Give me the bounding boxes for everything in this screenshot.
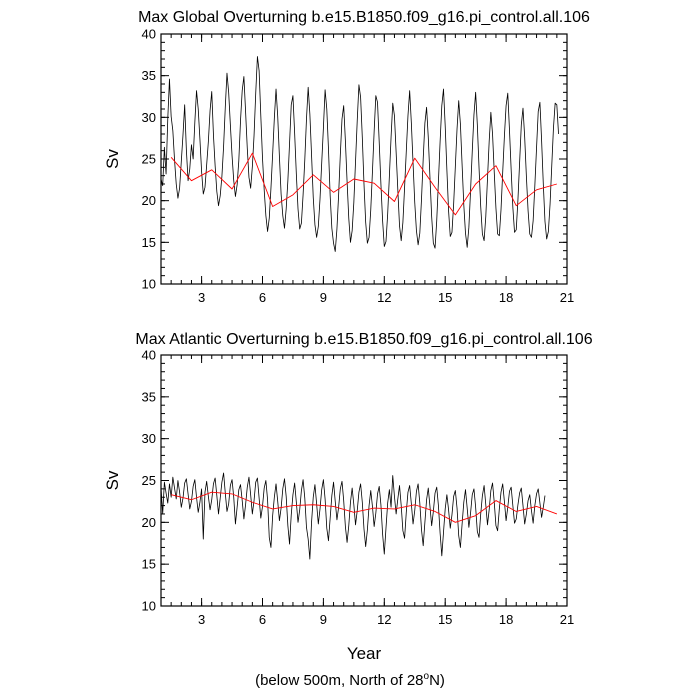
footnote-superscript: o bbox=[424, 671, 430, 682]
x-tick-label: 21 bbox=[560, 290, 574, 305]
x-tick-label: 18 bbox=[499, 612, 513, 627]
y-tick-label: 25 bbox=[142, 473, 156, 488]
chart-title: Max Atlantic Overturning b.e15.B1850.f09… bbox=[135, 331, 592, 348]
footnote-prefix: (below 500m, North of 28 bbox=[255, 672, 423, 689]
x-tick-label: 12 bbox=[377, 612, 391, 627]
y-tick-label: 10 bbox=[142, 599, 156, 614]
y-tick-label: 20 bbox=[142, 515, 156, 530]
x-tick-label: 6 bbox=[259, 290, 266, 305]
plot-frame bbox=[160, 354, 568, 607]
y-tick-label: 35 bbox=[142, 389, 156, 404]
y-tick-label: 10 bbox=[142, 277, 156, 292]
annual-mean-series-line bbox=[170, 152, 557, 216]
footnote: (below 500m, North of 28oN) bbox=[255, 671, 445, 689]
y-axis-label: Sv bbox=[103, 470, 122, 490]
x-tick-label: 9 bbox=[320, 612, 327, 627]
y-axis-label: Sv bbox=[103, 149, 122, 169]
x-tick-label: 18 bbox=[499, 290, 513, 305]
plot-frame bbox=[160, 33, 568, 285]
x-tick-label: 15 bbox=[438, 290, 452, 305]
annual-mean-series-line bbox=[171, 491, 558, 523]
x-tick-label: 21 bbox=[560, 612, 574, 627]
x-axis-label: Year bbox=[347, 644, 382, 663]
y-tick-label: 25 bbox=[142, 152, 156, 167]
monthly-series-line bbox=[160, 56, 559, 252]
y-tick-label: 35 bbox=[142, 68, 156, 83]
chart-title: Max Global Overturning b.e15.B1850.f09_g… bbox=[138, 9, 590, 26]
y-tick-label: 20 bbox=[142, 193, 156, 208]
x-tick-label: 9 bbox=[320, 290, 327, 305]
footnote-suffix: N) bbox=[429, 672, 445, 689]
y-tick-label: 30 bbox=[142, 110, 156, 125]
x-tick-label: 3 bbox=[198, 612, 205, 627]
y-tick-label: 40 bbox=[142, 348, 156, 363]
y-tick-label: 15 bbox=[142, 235, 156, 250]
x-tick-label: 6 bbox=[259, 612, 266, 627]
x-tick-label: 3 bbox=[198, 290, 205, 305]
global-overturning-panel: Max Global Overturning b.e15.B1850.f09_g… bbox=[103, 9, 590, 305]
y-tick-label: 40 bbox=[142, 27, 156, 42]
atlantic-overturning-panel: Max Atlantic Overturning b.e15.B1850.f09… bbox=[103, 331, 593, 663]
monthly-series-line bbox=[160, 472, 546, 560]
x-tick-label: 12 bbox=[377, 290, 391, 305]
x-tick-label: 15 bbox=[438, 612, 452, 627]
y-tick-label: 30 bbox=[142, 431, 156, 446]
y-tick-label: 15 bbox=[142, 557, 156, 572]
